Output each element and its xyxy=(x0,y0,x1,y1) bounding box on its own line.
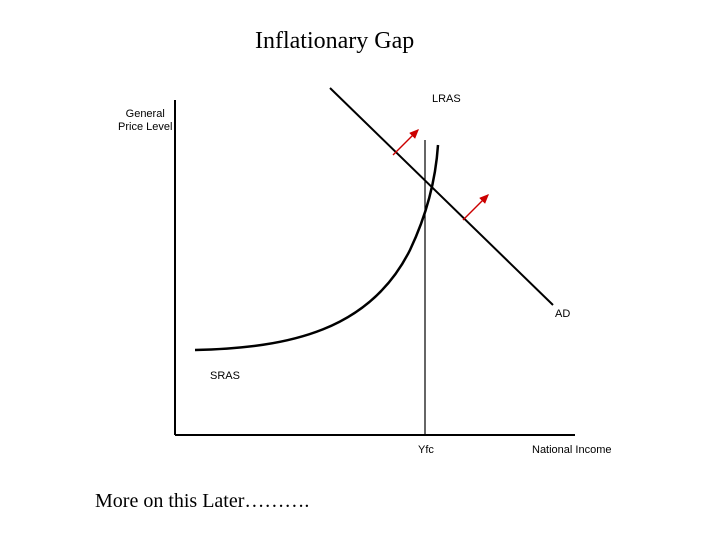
diagram-canvas xyxy=(0,0,720,540)
